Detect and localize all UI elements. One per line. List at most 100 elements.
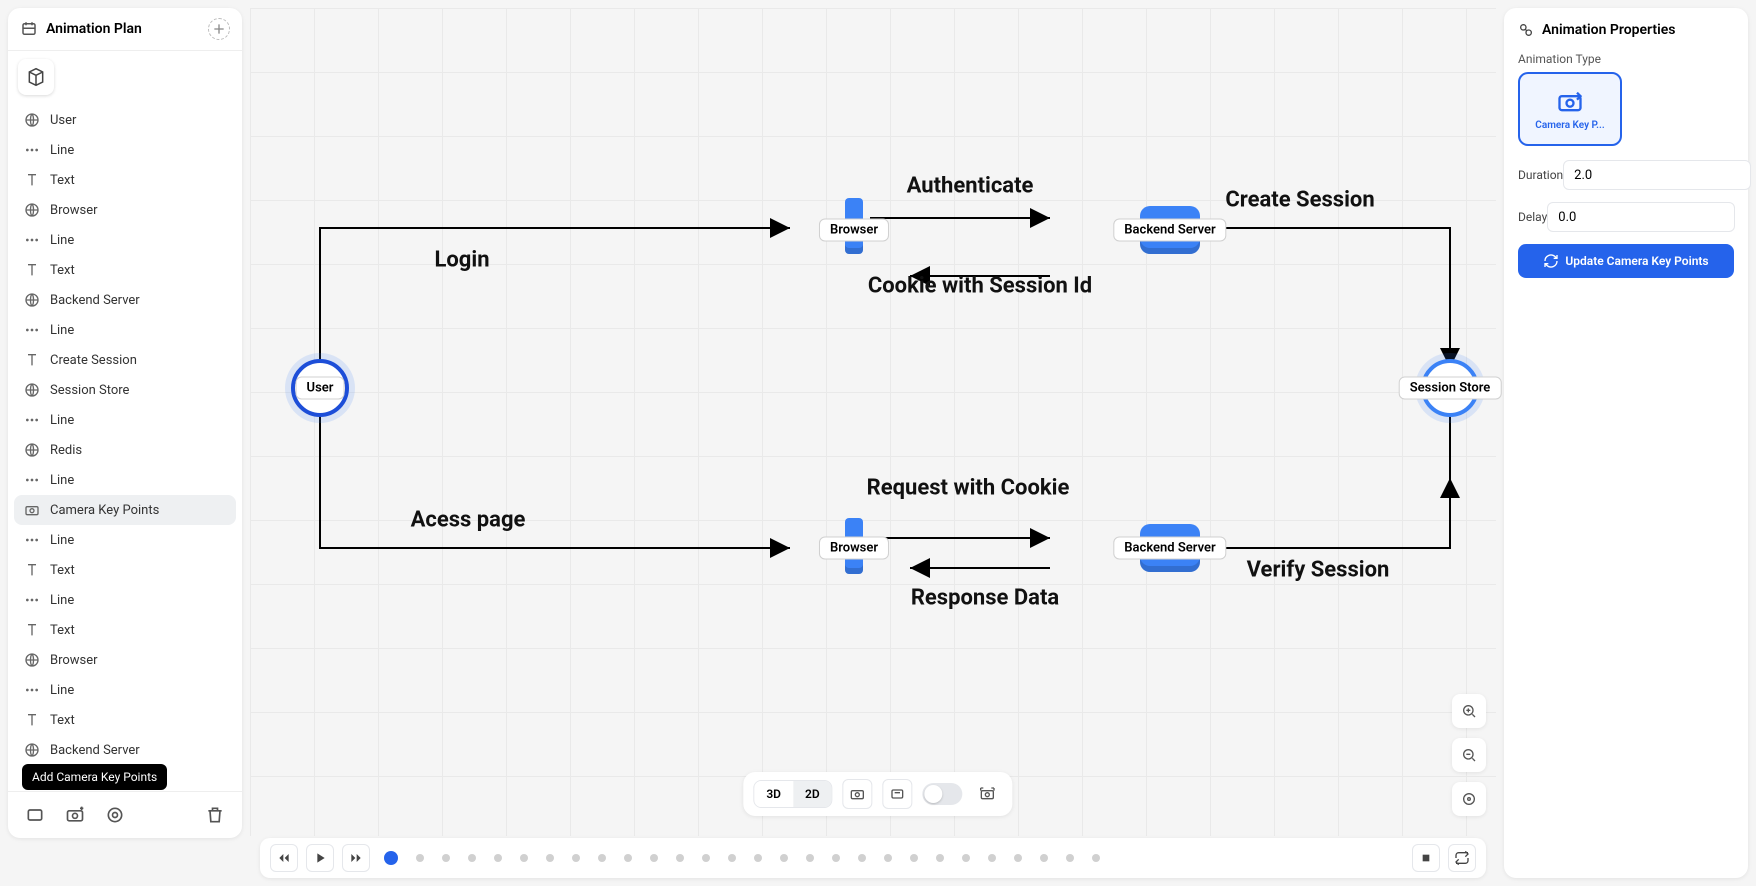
focus-camera-button[interactable] [973,779,1003,809]
plan-item[interactable]: Text [14,555,236,585]
plan-item-label: Browser [50,653,98,668]
backend-top-label: Backend Server [1113,219,1226,242]
timeline-keyframe[interactable] [650,854,658,862]
timeline-keyframe[interactable] [598,854,606,862]
plan-item-label: Text [50,563,75,578]
plan-item[interactable]: Text [14,705,236,735]
browser-top-label: Browser [819,219,889,242]
globe-icon [24,442,40,458]
user-label: User [296,377,345,400]
timeline-keyframe[interactable] [416,854,424,862]
plan-item[interactable]: Line [14,315,236,345]
timeline-keyframe[interactable] [624,854,632,862]
plan-item[interactable]: Backend Server [14,285,236,315]
create-session-text: Create Session [1225,188,1374,213]
timeline-keyframe[interactable] [754,854,762,862]
mode-2d-button[interactable]: 2D [793,781,832,807]
plan-item[interactable]: Line [14,585,236,615]
plan-item[interactable]: Line [14,405,236,435]
plan-item[interactable]: Text [14,255,236,285]
duration-row: Duration [1518,160,1734,190]
globe-icon [24,202,40,218]
authenticate-text: Authenticate [907,174,1034,199]
plan-list: UserLineTextBrowserLineTextBackend Serve… [8,103,242,791]
plan-item[interactable]: Line [14,525,236,555]
session-store-label: Session Store [1399,377,1502,400]
animation-type-card[interactable]: Camera Key P... [1518,72,1622,146]
plan-item[interactable]: User [14,105,236,135]
timeline-prev-button[interactable] [270,844,298,872]
plan-item[interactable]: Backend Server [14,735,236,765]
timeline-keyframe[interactable] [936,854,944,862]
plan-item[interactable]: Camera Key Points [14,495,236,525]
mode-3d-button[interactable]: 3D [754,781,793,807]
timeline-keyframe[interactable] [728,854,736,862]
timeline-keyframe[interactable] [546,854,554,862]
timeline-keyframe[interactable] [520,854,528,862]
browser-bottom-label: Browser [819,537,889,560]
text-icon [24,712,40,728]
delete-button[interactable] [202,802,228,828]
plan-item[interactable]: Text [14,165,236,195]
timeline-keyframe[interactable] [858,854,866,862]
timeline-keyframe[interactable] [806,854,814,862]
timeline-loop-button[interactable] [1448,844,1476,872]
timeline-next-button[interactable] [342,844,370,872]
plan-item[interactable]: Browser [14,645,236,675]
update-camera-button[interactable]: Update Camera Key Points [1518,244,1734,278]
plan-item[interactable]: Browser [14,195,236,225]
footer-rect-button[interactable] [22,802,48,828]
zoom-out-button[interactable] [1452,738,1486,772]
line-icon [24,472,40,488]
timeline-keyframe[interactable] [1092,854,1100,862]
plan-item[interactable]: Line [14,225,236,255]
timeline-keyframe[interactable] [702,854,710,862]
plan-item[interactable]: Line [14,675,236,705]
canvas[interactable]: User Browser Backend Server Session Stor… [250,8,1496,836]
timeline-keyframe[interactable] [442,854,450,862]
timeline-stop-button[interactable] [1412,844,1440,872]
view-toggle[interactable] [923,783,963,805]
timeline-keyframe[interactable] [832,854,840,862]
recenter-button[interactable] [1452,782,1486,816]
timeline-track[interactable] [378,849,1404,867]
frame-button[interactable] [883,779,913,809]
plan-item-label: Text [50,623,75,638]
cube-button[interactable] [18,59,54,95]
plan-item[interactable]: Line [14,465,236,495]
delay-input[interactable] [1547,202,1735,232]
properties-icon [1518,22,1534,38]
plan-item-label: Line [50,473,74,488]
plan-item[interactable]: Create Session [14,345,236,375]
plan-item[interactable]: Line [14,135,236,165]
plan-item[interactable]: Text [14,615,236,645]
zoom-in-button[interactable] [1452,694,1486,728]
timeline-keyframe[interactable] [1066,854,1074,862]
timeline-play-button[interactable] [306,844,334,872]
timeline-keyframe[interactable] [572,854,580,862]
timeline-keyframe[interactable] [1014,854,1022,862]
timeline-keyframe[interactable] [468,854,476,862]
timeline-keyframe[interactable] [962,854,970,862]
request-text: Request with Cookie [867,476,1070,501]
timeline-keyframe[interactable] [384,851,398,865]
timeline-keyframe[interactable] [494,854,502,862]
plan-item[interactable]: Redis [14,435,236,465]
timeline-keyframe[interactable] [1040,854,1048,862]
timeline-keyframe[interactable] [988,854,996,862]
plan-item-label: Line [50,413,74,428]
snapshot-button[interactable] [843,779,873,809]
timeline-keyframe[interactable] [780,854,788,862]
timeline-keyframe[interactable] [910,854,918,862]
plan-item-label: Line [50,323,74,338]
add-camera-key-button[interactable] [62,802,88,828]
timeline-keyframe[interactable] [676,854,684,862]
refresh-icon [1543,253,1559,269]
plan-item[interactable]: Session Store [14,375,236,405]
duration-input[interactable] [1563,160,1751,190]
add-plan-button[interactable] [208,18,230,40]
timeline-keyframe[interactable] [884,854,892,862]
right-panel: Animation Properties Animation Type Came… [1504,8,1748,878]
plan-item-label: Line [50,143,74,158]
target-button[interactable] [102,802,128,828]
